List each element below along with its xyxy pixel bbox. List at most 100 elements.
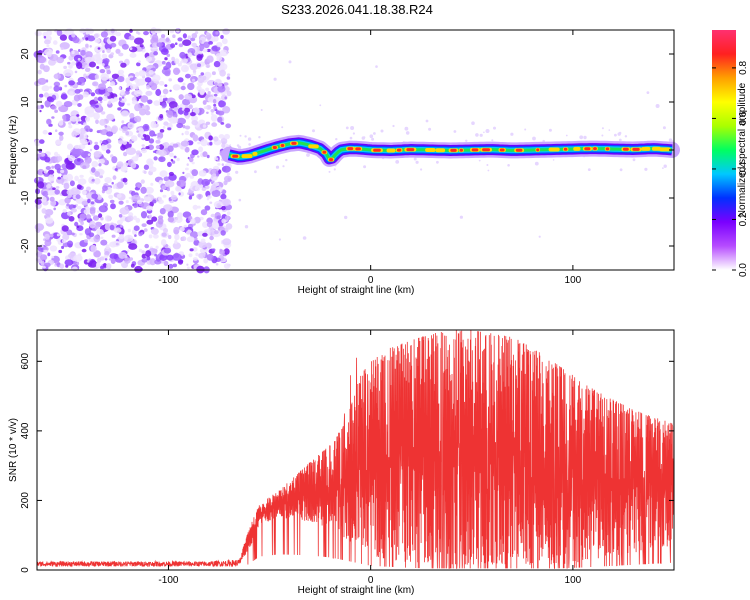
noise-dot [98,213,103,219]
noise-dot [117,139,124,145]
noise-dot [89,61,96,68]
noise-dot [60,93,68,100]
noise-dot [94,104,99,108]
noise-dot [186,266,190,270]
noise-dot [209,201,213,204]
noise-dot [74,144,80,149]
noise-dot [54,163,61,170]
noise-dot [165,64,169,68]
noise-dot [141,250,145,254]
noise-dot [475,133,479,137]
noise-dot [151,34,159,42]
noise-dot [203,41,210,49]
noise-dot [101,143,108,151]
noise-dot [113,96,119,102]
noise-dot [125,206,129,209]
noise-dot [361,136,365,140]
noise-dot [211,71,216,76]
noise-dot [158,199,164,205]
noise-dot [198,241,207,249]
noise-dot [221,143,226,148]
noise-dot [141,223,147,228]
noise-dot [91,160,99,168]
noise-dot [646,91,650,94]
noise-dot [106,263,112,270]
ridge-peak [605,147,610,151]
noise-dot [89,207,96,215]
noise-dot [172,84,181,91]
noise-dot [217,85,226,93]
snr-line-path [36,329,675,569]
noise-dot [373,132,376,135]
noise-dot [78,144,86,150]
noise-dot [211,189,221,197]
noise-dot [168,234,172,240]
noise-dot [118,97,122,101]
noise-dot [77,103,82,107]
noise-dot [123,234,134,242]
noise-dot [167,210,174,219]
noise-dot [125,147,137,155]
noise-dot [61,225,69,232]
noise-dot [181,132,184,136]
noise-dot [186,116,189,120]
noise-dot [134,78,140,84]
x-tick-label: 0 [368,575,374,586]
noise-dot [174,42,178,45]
noise-dot [148,70,154,75]
noise-dot [131,194,141,202]
noise-dot [143,170,147,174]
noise-dot [534,161,539,166]
noise-dot [213,93,218,97]
noise-dot [510,132,514,136]
noise-dot [69,115,78,122]
noise-dot [102,263,107,268]
noise-dot [227,73,231,77]
noise-dot [89,148,93,152]
noise-dot [212,176,218,181]
noise-dot [618,138,622,142]
noise-dot [83,239,89,243]
noise-dot [91,193,99,199]
spectrogram-y-ticks: -20 -10 0 10 20 [20,48,674,253]
noise-dot [632,158,636,162]
noise-dot [170,194,178,201]
noise-dot [196,193,203,199]
noise-dot [184,93,193,100]
noise-dot [93,234,101,243]
noise-dot [152,199,157,204]
noise-dot [120,110,129,117]
noise-dot [220,35,224,39]
noise-dot [183,111,189,116]
noise-dot [199,39,203,43]
ridge-hotspot [435,148,446,153]
noise-dot [44,209,54,216]
noise-dot [608,129,611,131]
noise-dot [68,124,73,129]
y-tick-label: 0 [20,567,31,573]
noise-dot [196,54,203,61]
noise-dot [146,219,154,225]
ridge-peak [471,148,479,152]
noise-dot [81,200,89,206]
noise-dot [273,77,277,81]
noise-dot [108,194,114,199]
noise-dot [380,129,384,133]
noise-dot [459,215,463,219]
noise-dot [153,156,158,161]
noise-dot [48,97,55,103]
noise-dot [153,100,161,106]
noise-dot [112,175,117,180]
noise-dot [138,70,146,77]
ridge-hotspot [651,146,661,151]
noise-dot [164,84,168,87]
noise-dot [395,160,400,164]
noise-dot [188,253,193,258]
noise-dot [64,84,68,88]
noise-dot [172,34,176,38]
noise-dot [587,168,591,172]
noise-dot [415,160,419,164]
noise-dot [94,74,100,80]
noise-dot [238,198,242,202]
noise-dot [149,130,156,137]
